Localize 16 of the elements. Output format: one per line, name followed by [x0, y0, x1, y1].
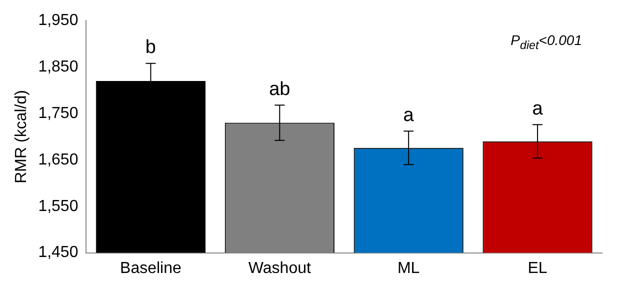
y-tick-label: 1,550 [38, 198, 78, 215]
y-tick-label: 1,950 [38, 12, 78, 30]
annotation: a [532, 98, 544, 120]
x-tick-label: EL [528, 260, 548, 277]
annotation: ab [269, 78, 290, 100]
annotation: P$_{diet}$<0.001 [510, 32, 582, 52]
y-axis-title: RMR (kcal/d) [13, 90, 30, 184]
y-tick-label: 1,850 [38, 58, 78, 76]
x-tick-label: ML [397, 260, 420, 277]
annotation: a [403, 104, 414, 126]
x-tick-label: Washout [248, 260, 312, 277]
y-tick-label: 1,650 [38, 151, 78, 168]
y-tick-label: 1,450 [38, 244, 78, 262]
x-tick-label: Baseline [120, 260, 182, 277]
annotation: b [145, 37, 156, 58]
y-tick-label: 1,750 [38, 104, 78, 122]
